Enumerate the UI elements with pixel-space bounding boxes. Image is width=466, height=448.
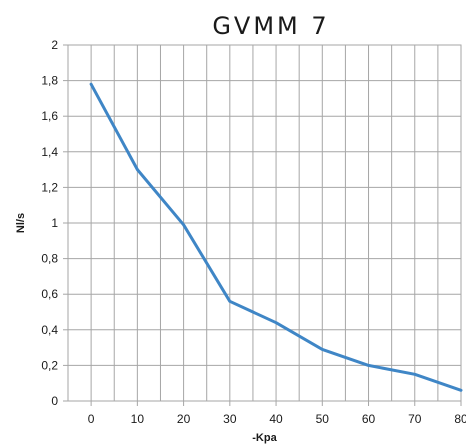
y-tick-label: 0,6 xyxy=(41,287,58,301)
grid xyxy=(63,44,462,406)
x-tick-label: 10 xyxy=(131,412,145,426)
y-tick-label: 0 xyxy=(51,394,58,408)
y-tick-label: 1,8 xyxy=(41,74,58,88)
x-tick-label: 60 xyxy=(362,412,376,426)
x-tick-label: 70 xyxy=(408,412,422,426)
x-tick-label: 20 xyxy=(177,412,191,426)
series-layer xyxy=(89,82,463,392)
y-tick-label: 1,2 xyxy=(41,180,58,194)
plot-area xyxy=(67,44,462,402)
y-axis-title: Nl/s xyxy=(15,213,27,233)
y-tick-label: 1,4 xyxy=(41,145,58,159)
y-tick-label: 1,6 xyxy=(41,109,58,123)
x-axis-title: -Kpa xyxy=(252,432,277,444)
y-tick-label: 0,8 xyxy=(41,252,58,266)
y-axis-ticks: 0 0,2 0,4 0,6 0,8 1 1,2 1,4 1,6 1,8 2 xyxy=(41,38,58,408)
chart-title: GVMM 7 xyxy=(212,12,329,40)
y-tick-label: 0,4 xyxy=(41,323,58,337)
y-tick-label: 0,2 xyxy=(41,358,58,372)
y-tick-label: 2 xyxy=(51,38,58,52)
x-tick-label: 0 xyxy=(88,412,95,426)
series-line xyxy=(89,82,463,392)
x-tick-label: 30 xyxy=(223,412,237,426)
x-tick-label: 80 xyxy=(454,412,466,426)
x-axis-ticks: 0 10 20 30 40 50 60 70 80 xyxy=(88,412,466,426)
x-tick-label: 40 xyxy=(269,412,283,426)
y-tick-label: 1 xyxy=(51,216,58,230)
x-tick-label: 50 xyxy=(316,412,330,426)
